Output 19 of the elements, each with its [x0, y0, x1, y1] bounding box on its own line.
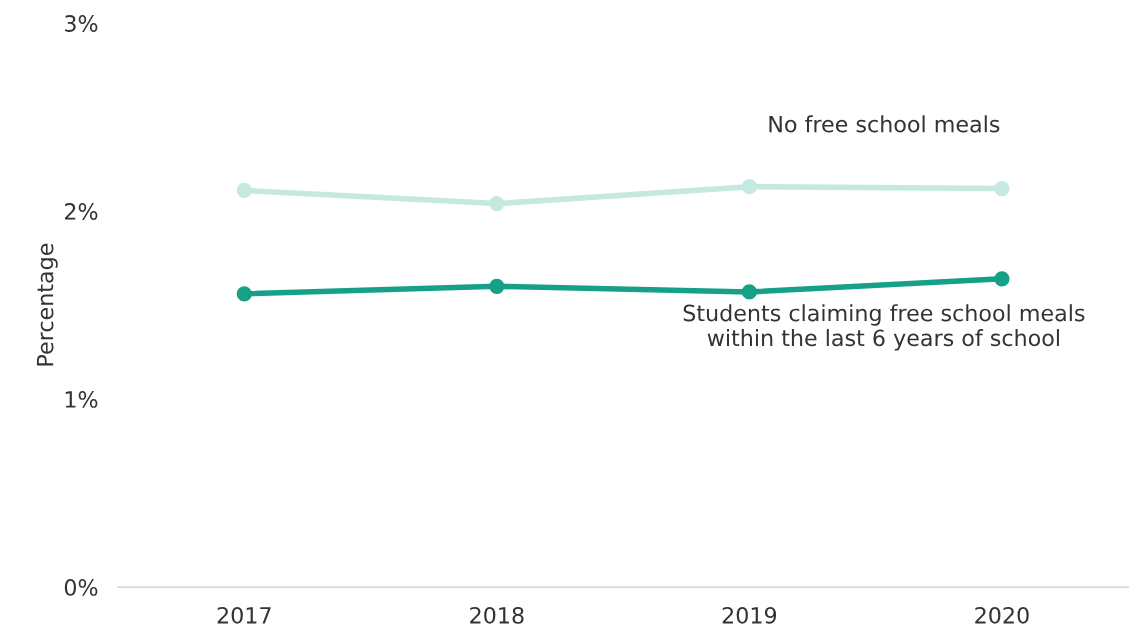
x-tick-label: 2017 — [217, 606, 271, 624]
text: No free school meals — [769, 115, 1000, 133]
y-tick-label: 3% — [65, 15, 98, 32]
point — [741, 179, 758, 195]
point — [236, 286, 252, 302]
point — [236, 182, 252, 199]
series-label: Students claiming free school meals within the last 6 years of school — [683, 304, 1085, 351]
x-tick-label: 2018 — [470, 606, 524, 624]
y-axis-title: Percentage — [36, 243, 58, 366]
x-tick-label: 2020 — [975, 606, 1029, 624]
point — [994, 271, 1010, 287]
point — [741, 284, 758, 300]
y-tick-label: 1% — [65, 391, 98, 408]
point — [994, 180, 1010, 197]
x-tick-label: 2019 — [722, 606, 777, 624]
y-tick-label: 0% — [64, 579, 98, 596]
point — [489, 195, 505, 212]
y-tick-label: 2% — [64, 203, 98, 220]
point — [489, 278, 505, 294]
